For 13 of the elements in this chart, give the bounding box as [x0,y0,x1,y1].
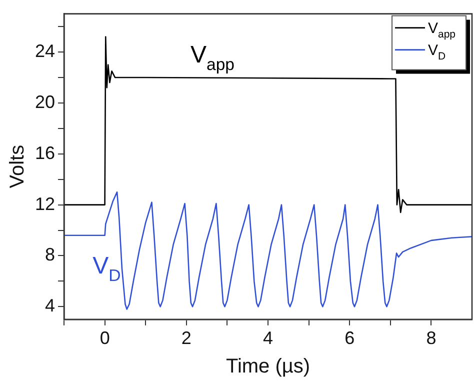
y-tick-label: 12 [34,194,56,214]
y-tick-label: 24 [34,40,56,61]
y-tick-label: 16 [34,142,56,163]
y-tick-label: 20 [34,92,56,112]
x-tick-label: 2 [181,328,192,348]
y-tick-label: 4 [45,296,56,316]
y-axis-title: Volts [6,144,29,188]
x-tick-label: 4 [263,328,274,348]
x-tick-label: 6 [344,328,355,348]
x-tick-label: 0 [100,328,110,348]
y-tick-label: 8 [45,244,56,265]
x-tick-label: 8 [426,328,436,348]
x-axis-title: Time (µs) [226,356,310,378]
